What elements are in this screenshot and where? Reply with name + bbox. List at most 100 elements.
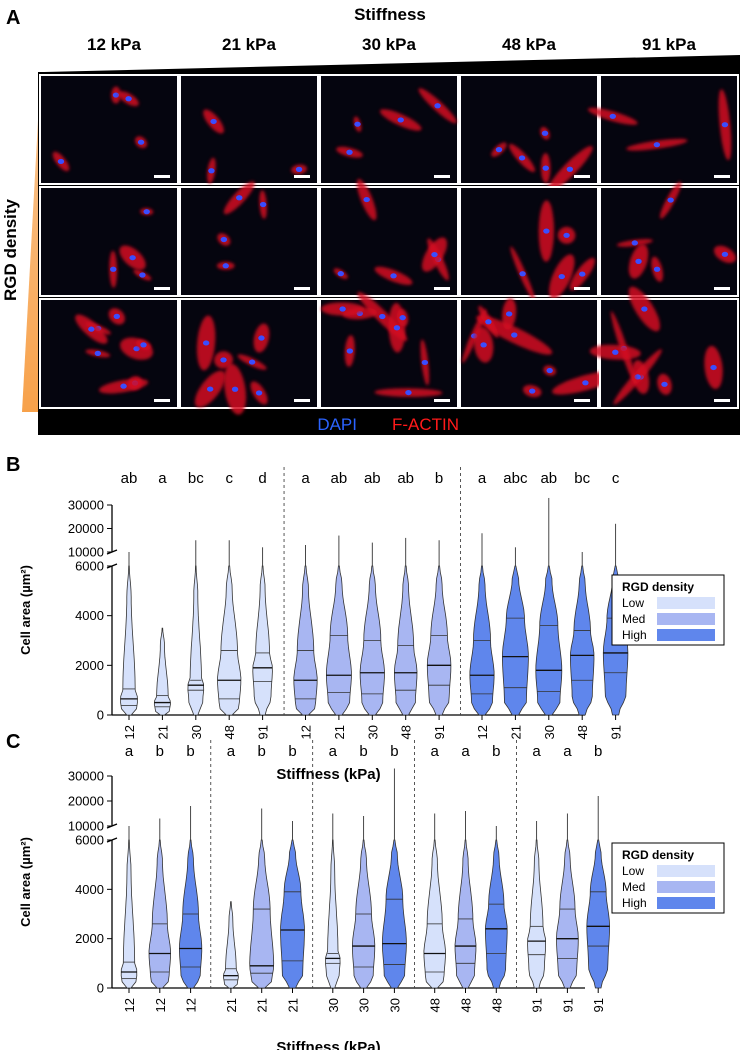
significance-letter: c: [225, 470, 233, 487]
violin-body: [501, 565, 529, 716]
legend-label-med: Med: [622, 880, 645, 894]
significance-letter: ab: [121, 470, 138, 487]
y-axis-label: Cell area (µm²): [18, 837, 33, 927]
nucleus: [379, 313, 386, 320]
x-tick-label: 48: [459, 998, 474, 1012]
nucleus: [208, 168, 215, 174]
legend-swatch-high: [657, 629, 715, 641]
violin-low-30: 30 a: [325, 743, 341, 1012]
significance-letter: bc: [188, 470, 204, 487]
violin-body: [187, 565, 205, 716]
nucleus: [133, 346, 140, 352]
nucleus: [113, 313, 120, 319]
violin-body: [293, 565, 318, 716]
x-tick-label: 30: [365, 725, 380, 739]
violin-low-48: 48 c: [217, 470, 242, 739]
y-tick-label: 2000: [75, 931, 104, 946]
violin-high-48: 48 b: [484, 743, 508, 1012]
violin-low-12: 12 a: [120, 743, 138, 1012]
y-tick-label: 0: [97, 708, 104, 723]
violin-med-12: 12 a: [293, 470, 318, 739]
nucleus: [434, 103, 441, 109]
nucleus: [399, 315, 406, 321]
violin-body: [280, 839, 305, 989]
micrograph-r1-c3: [319, 74, 459, 185]
y-tick-label: 0: [97, 981, 104, 996]
x-tick-label: 12: [122, 998, 137, 1012]
violin-high-12: 12 b: [178, 743, 203, 1012]
violin-high-30: 30 b: [381, 743, 407, 1012]
violin-low-91: 91 a: [527, 743, 547, 1012]
significance-letter: abc: [503, 470, 528, 487]
nucleus: [505, 311, 513, 317]
column-header-91-kpa: 91 kPa: [642, 35, 696, 54]
x-tick-label: 21: [255, 998, 270, 1012]
nucleus: [612, 349, 619, 355]
x-tick-label: 91: [256, 725, 271, 739]
nucleus: [431, 251, 438, 258]
nucleus: [710, 364, 717, 371]
nucleus: [295, 166, 303, 172]
y-tick-label: 20000: [68, 794, 104, 809]
nucleus: [519, 271, 526, 277]
violin-body: [454, 839, 477, 989]
legend-label-low: Low: [622, 864, 644, 878]
y-tick-label: 30000: [68, 498, 104, 513]
column-header-48-kpa: 48 kPa: [502, 35, 556, 54]
y-tick-label: 4000: [75, 608, 104, 623]
x-tick-label: 21: [224, 998, 239, 1012]
nucleus: [641, 306, 648, 312]
micrograph-r1-c2: [179, 74, 319, 185]
nucleus: [542, 165, 549, 171]
y-tick-label: 10000: [68, 819, 104, 834]
scale-bar: [714, 399, 730, 402]
nucleus: [405, 389, 412, 396]
nucleus: [120, 383, 127, 389]
x-tick-label: 30: [357, 998, 372, 1012]
nucleus: [579, 271, 586, 277]
violin-body: [569, 565, 595, 716]
violin-body: [120, 565, 138, 716]
micrograph-r2-c1: [39, 186, 179, 297]
nucleus: [518, 155, 526, 161]
significance-letter: b: [492, 743, 500, 760]
violin-med-30: 30 ab: [359, 470, 385, 739]
violin-body: [586, 839, 611, 989]
y-axis-label: Cell area (µm²): [18, 565, 33, 655]
panel-b: B: [6, 454, 20, 476]
rgd-density-axis-label: RGD density: [1, 198, 20, 301]
y-tick-label: 6000: [75, 833, 104, 848]
scale-bar: [434, 287, 450, 290]
violin-low-21: 21 a: [153, 470, 171, 739]
nucleus: [582, 380, 589, 386]
panel-b-letter: B: [6, 454, 20, 476]
scale-bar: [434, 175, 450, 178]
significance-letter: b: [435, 470, 443, 487]
violin-body: [249, 839, 275, 989]
micrograph-r3-c5: [589, 286, 739, 409]
nucleus: [222, 263, 229, 269]
violin-body: [217, 565, 242, 716]
nucleus: [110, 266, 117, 272]
significance-letter: ab: [331, 470, 348, 487]
violin-med-48: 48 ab: [393, 470, 418, 739]
x-tick-label: 91: [609, 725, 624, 739]
nucleus: [236, 195, 243, 201]
violin-med-48: 48 a: [454, 743, 477, 1012]
micrograph-tiles: [39, 74, 739, 415]
legend-label-high: High: [622, 896, 647, 910]
micrograph-r1-c5: [587, 74, 739, 185]
violin-high-21: 21 b: [280, 743, 305, 1012]
micrograph-r1-c1: [39, 74, 179, 185]
stiffness-title: Stiffness: [354, 5, 426, 24]
significance-letter: b: [186, 743, 194, 760]
x-tick-label: 12: [184, 998, 199, 1012]
scale-bar: [574, 399, 590, 402]
legend-c: RGD density Low Med High: [611, 842, 725, 914]
nucleus: [721, 122, 729, 128]
column-header-30-kpa: 30 kPa: [362, 35, 416, 54]
column-header-12-kpa: 12 kPa: [87, 35, 141, 54]
legend-swatch-med: [657, 613, 715, 625]
